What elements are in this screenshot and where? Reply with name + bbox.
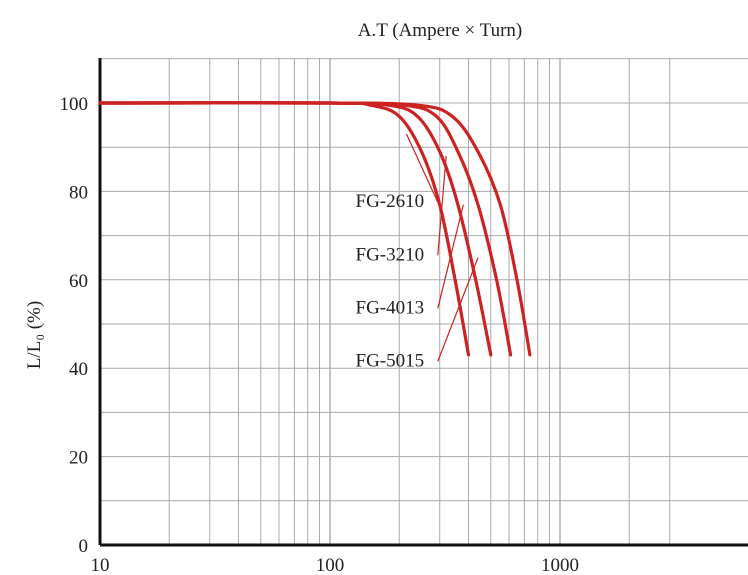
series-labels: FG-2610 FG-3210 FG-4013 FG-5015	[356, 191, 425, 371]
axes	[98, 58, 748, 547]
series-line-fg-5015	[98, 101, 532, 357]
y-tick-label: 0	[79, 536, 89, 557]
y-axis-label: L/L₀ (%)	[24, 301, 45, 369]
y-tick-label: 60	[69, 271, 88, 292]
y-tick-label: 100	[60, 94, 89, 115]
series-label-fg-3210: FG-3210	[356, 244, 425, 265]
leader-line-fg-5015	[437, 257, 479, 362]
y-tick-label: 80	[69, 182, 88, 203]
leader-line-fg-4013	[437, 204, 464, 309]
series-group	[98, 101, 532, 357]
grid	[99, 58, 748, 545]
chart-title: A.T (Ampere × Turn)	[358, 20, 522, 41]
x-tick-label: 100	[316, 555, 345, 575]
series-line-fg-4013	[98, 101, 513, 357]
leader-lines	[405, 133, 479, 362]
tick-labels: 10 100 1000 0 20 40 60 80 100	[60, 94, 580, 575]
leader-line-fg-2610	[405, 133, 439, 203]
series-label-fg-2610: FG-2610	[356, 191, 425, 212]
x-tick-label: 10	[91, 555, 110, 575]
y-tick-label: 40	[69, 359, 88, 380]
y-tick-label: 20	[69, 448, 88, 469]
series-label-fg-4013: FG-4013	[356, 297, 425, 318]
series-line-fg-3210	[98, 101, 493, 357]
series-label-fg-5015: FG-5015	[356, 350, 425, 371]
leader-line-fg-3210	[437, 155, 447, 256]
x-tick-label: 1000	[541, 555, 579, 575]
